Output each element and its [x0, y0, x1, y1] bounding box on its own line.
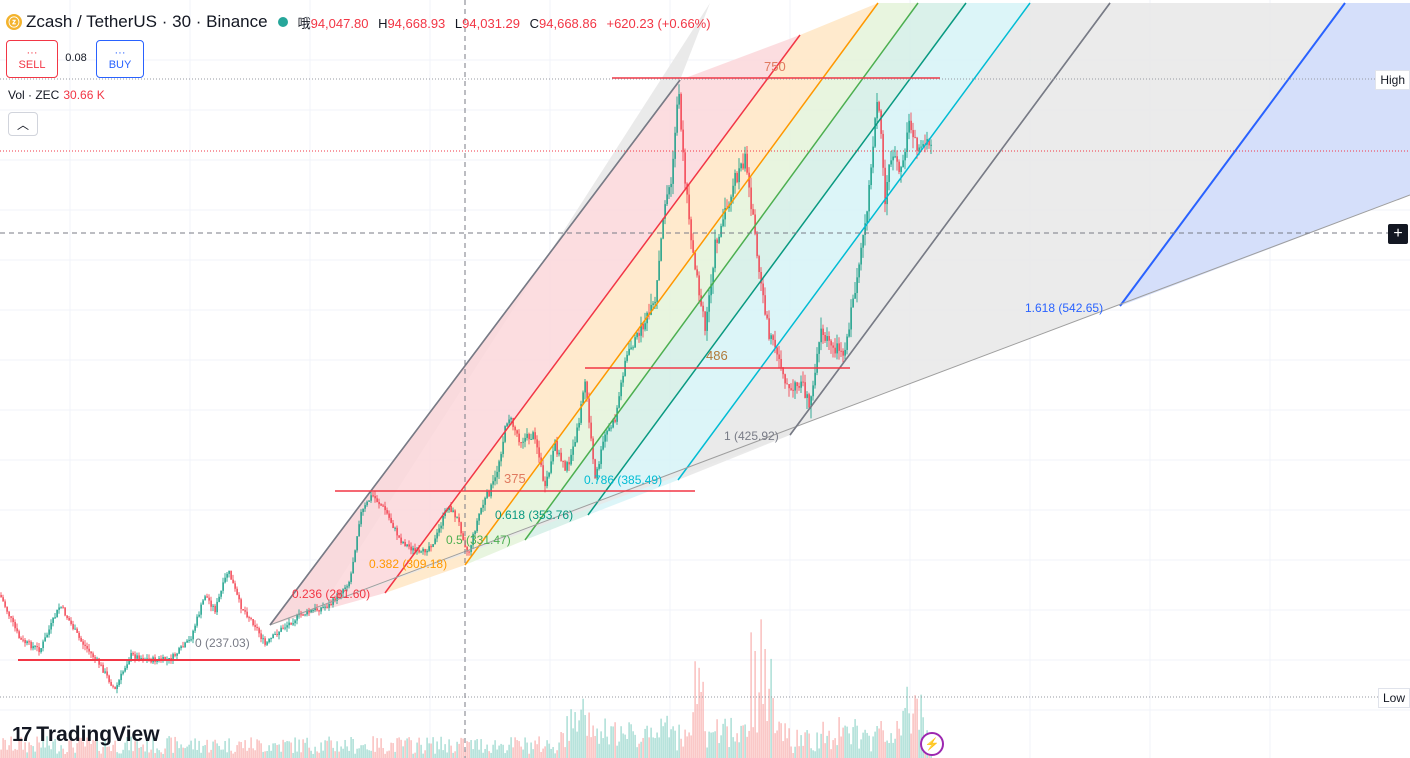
- fib-level-label: 0 (237.03): [195, 636, 250, 650]
- fib-level-label: 0.382 (309.18): [369, 557, 447, 571]
- fib-line[interactable]: [677, 2, 1031, 481]
- sell-price: ···: [26, 47, 38, 59]
- fib-level-label: 0.786 (385.49): [584, 473, 662, 487]
- fib-level-label: 1.618 (542.65): [1025, 301, 1103, 315]
- market-open-dot-icon: [277, 17, 288, 27]
- fib-line[interactable]: [384, 34, 801, 594]
- close-value: 94,668.86: [539, 15, 597, 31]
- symbol-title[interactable]: Zcash / TetherUS · 30 · Binance: [26, 12, 268, 31]
- fib-labels: 0 (237.03) 0.236 (281.60) 0.382 (309.18) 0.…: [195, 301, 1103, 650]
- fib-line[interactable]: [1119, 2, 1346, 307]
- open-key: 哦: [297, 15, 311, 31]
- fib-level-label: 0.618 (353.76): [495, 508, 573, 522]
- fib-level-label: 0.236 (281.60): [292, 587, 370, 601]
- fib-level-label: 0.5 (331.47): [446, 533, 511, 547]
- lightning-icon[interactable]: ⚡: [920, 732, 944, 756]
- horizontal-level-label: 375: [504, 471, 526, 486]
- high-key: H: [378, 15, 388, 31]
- horizontal-levels[interactable]: 750 486 375: [18, 59, 940, 661]
- close-key: C: [529, 15, 540, 31]
- volume-bars: [0, 619, 932, 758]
- fib-level-label: 1 (425.92): [724, 429, 779, 443]
- fib-line[interactable]: [524, 2, 919, 541]
- zcash-coin-icon: ⓩ: [6, 14, 22, 30]
- fib-channel-lines[interactable]: [269, 2, 1410, 626]
- sell-button[interactable]: ··· SELL: [6, 40, 58, 78]
- chevron-up-icon[interactable]: ︿: [8, 112, 38, 136]
- low-key: L: [454, 15, 463, 31]
- volume-value: 30.66 K: [63, 88, 105, 102]
- sell-label: SELL: [18, 59, 46, 71]
- buy-label: BUY: [108, 59, 132, 71]
- tradingview-wordmark: TradingView: [36, 723, 160, 746]
- volume-legend[interactable]: Vol · ZEC 30.66 K: [8, 88, 105, 102]
- ohlc-values: 哦94,047.80 H94,668.93 L94,031.29 C94,668…: [298, 13, 717, 32]
- open-value: 94,047.80: [310, 15, 369, 31]
- plus-icon[interactable]: +: [1388, 224, 1408, 244]
- low-value: 94,031.29: [462, 15, 520, 31]
- low-price-tag: Low: [1377, 688, 1410, 708]
- symbol-header: ⓩ Zcash / TetherUS · 30 · Binance 哦94,04…: [6, 10, 717, 34]
- fib-line[interactable]: [587, 2, 967, 516]
- spread-value: 0.08: [65, 52, 87, 64]
- tradingview-mark-icon: 17: [12, 723, 32, 746]
- fib-line[interactable]: [464, 2, 879, 566]
- horizontal-level-label: 750: [764, 59, 786, 74]
- tradingview-logo[interactable]: 17 TradingView: [12, 723, 160, 747]
- buy-button[interactable]: ··· BUY: [96, 40, 144, 78]
- volume-label: Vol · ZEC: [8, 88, 60, 102]
- fib-channel-fills: [270, 3, 1410, 625]
- horizontal-level-label: 486: [706, 348, 728, 363]
- high-price-tag: High: [1375, 70, 1410, 90]
- change-value: +620.23 (+0.66%): [606, 15, 711, 31]
- high-value: 94,668.93: [387, 15, 446, 31]
- buy-price: ···: [114, 47, 126, 59]
